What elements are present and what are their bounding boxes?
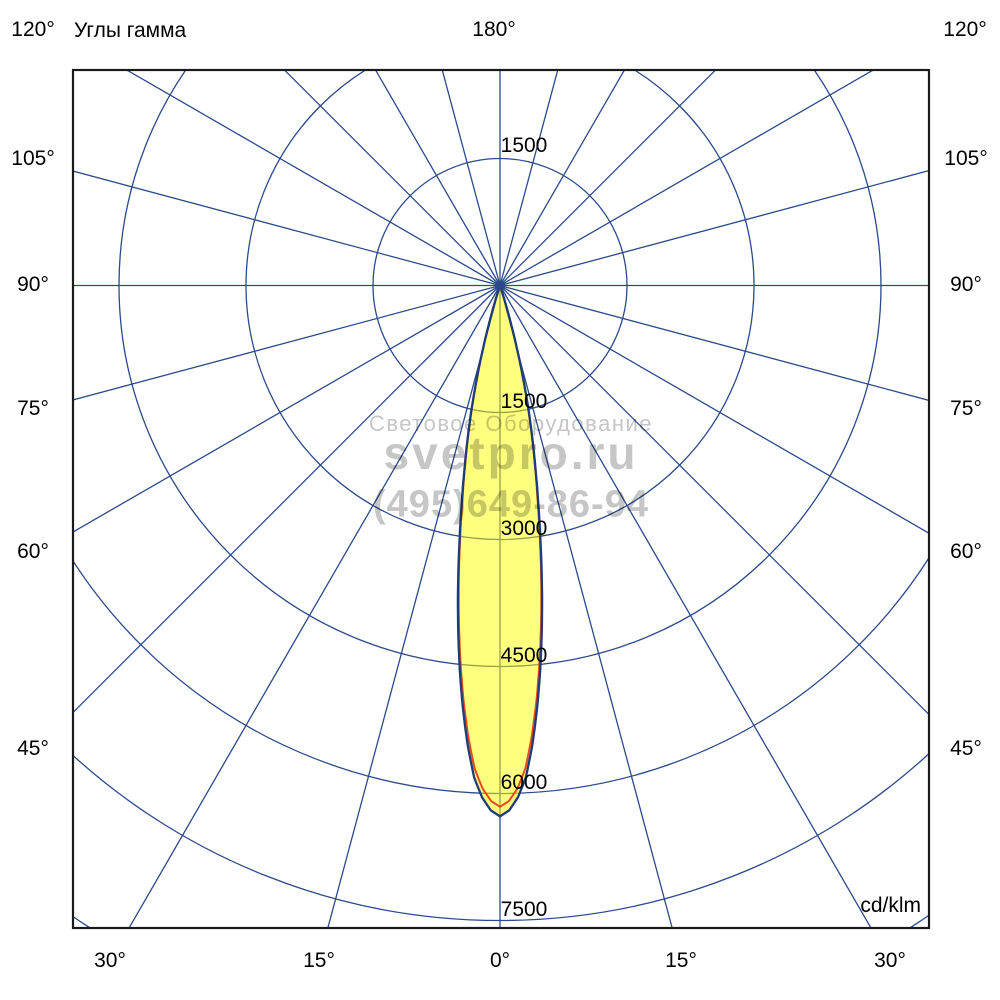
gamma-label-bottom-right-30: 30° [874,949,906,972]
gamma-ray [374,70,501,286]
gamma-ray [499,284,929,402]
gamma-label-bottom-left-30: 30° [94,949,126,972]
gamma-ray [499,70,626,286]
gamma-ray [499,284,929,534]
gamma-label-bottom-right-15: 15° [665,949,697,972]
gamma-ray [327,285,501,928]
ring-value-label: 1500 [501,134,548,157]
plot-frame [71,68,931,930]
ring-value-label: 4500 [501,644,548,667]
watermark-phone: (495)649-86-94 [373,483,649,526]
gamma-label-left-45: 45° [17,737,49,760]
gamma-ray [499,70,875,287]
intensity-ring [73,752,929,921]
gamma-ray [73,285,501,714]
ring-value-label: 1500 [501,390,548,413]
ring-value-label: 7500 [501,898,548,921]
polar-center-dot [495,281,505,290]
gamma-ray [283,70,501,286]
gamma-label-left-105: 105° [11,147,55,170]
gamma-ray [499,70,559,286]
beam-lobe-fill [457,285,543,817]
gamma-ray [128,285,501,928]
gamma-ray [73,170,501,287]
gamma-label-right-75: 75° [950,397,982,420]
watermark-site-url: svetpro.ru [383,427,639,479]
gamma-label-right-105: 105° [944,147,988,170]
gamma-label-top-right-120: 120° [943,18,987,41]
gamma-label-left-60: 60° [17,540,49,563]
gamma-ray [499,285,673,928]
gamma-label-top-left-120: 120° [11,18,55,41]
gamma-label-bottom-left-15: 15° [303,949,335,972]
gamma-ray [73,284,501,401]
unit-label: cd/klm [860,894,921,917]
ring-value-label: 6000 [501,771,548,794]
gamma-label-right-45: 45° [950,737,982,760]
gamma-label-left-75: 75° [17,397,49,420]
gamma-ray [499,285,929,716]
watermark-company: Световое Оборудование [368,411,654,436]
gamma-label-top-180: 180° [472,18,516,41]
gamma-label-bottom-0: 0° [489,949,511,972]
gamma-ray [499,70,717,286]
gamma-ray [441,70,501,286]
gamma-ray [73,284,501,533]
gamma-ray [499,169,929,287]
gamma-ray [499,285,872,928]
chart-title: Углы гамма [74,19,187,42]
gamma-label-left-90: 90° [17,273,49,296]
beam-curve-outer [456,282,544,818]
gamma-label-right-60: 60° [950,540,982,563]
ring-value-label: 3000 [501,517,548,540]
gamma-label-right-90: 90° [950,273,982,296]
gamma-ray [125,70,501,287]
